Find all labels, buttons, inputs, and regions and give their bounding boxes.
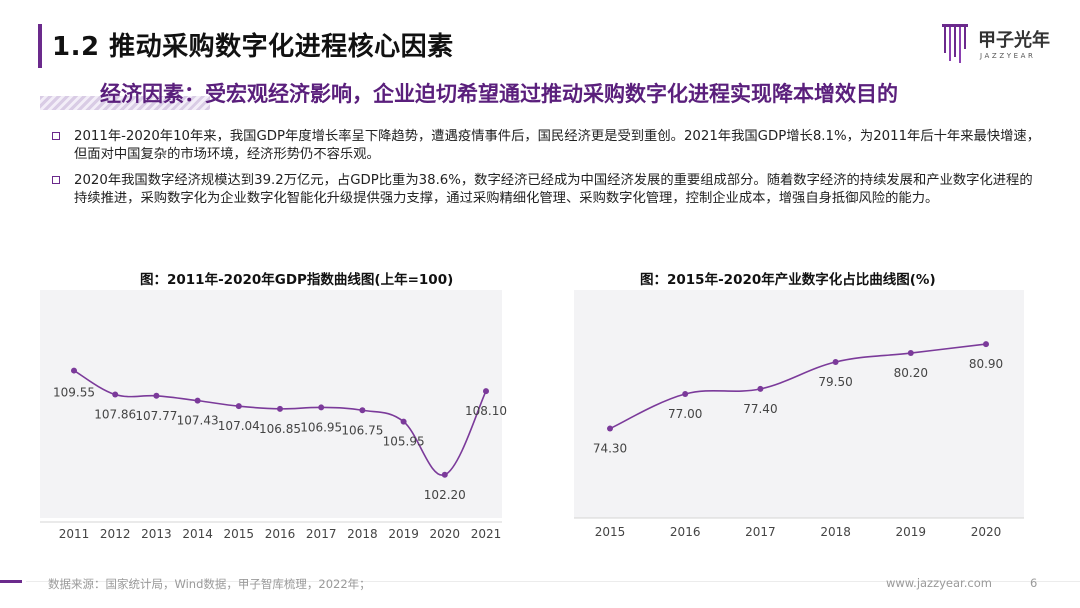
data-label: 109.55	[53, 386, 95, 400]
x-tick-label: 2011	[59, 527, 90, 541]
gdp-chart-panel: 109.55 2011 107.86 2012 107.77 2013 107.43 2014…	[40, 290, 507, 541]
gdp-chart-title: 图：2011年-2020年GDP指数曲线图(上年=100)	[140, 272, 454, 288]
x-tick-label: 2014	[182, 527, 213, 541]
footer-divider	[26, 581, 1080, 582]
data-label: 108.10	[465, 404, 507, 418]
title-accent-bar	[38, 24, 42, 68]
bullet-list: 2011年-2020年10年来，我国GDP年度增长率呈下降趋势，遭遇疫情事件后，…	[50, 128, 1040, 216]
x-tick-label: 2017	[306, 527, 337, 541]
x-tick-label: 2015	[224, 527, 255, 541]
gdp-chart: 109.55 2011 107.86 2012 107.77 2013 107.43 2014…	[40, 367, 507, 541]
subtitle-decoration	[40, 96, 210, 110]
data-label: 106.85	[259, 422, 301, 436]
x-tick-label: 2019	[388, 527, 419, 541]
series-line	[73, 369, 487, 476]
x-tick-label: 2016	[670, 525, 701, 539]
x-tick-label: 2019	[896, 525, 927, 539]
data-label: 102.20	[424, 488, 466, 502]
data-label: 80.90	[969, 357, 1003, 371]
data-point	[400, 418, 407, 425]
data-point	[757, 385, 764, 392]
digital-chart: 74.30 2015 77.00 2016 77.40 2017 79.50 2018 80.2…	[574, 341, 1024, 539]
data-label: 79.50	[818, 375, 852, 389]
x-tick-label: 2017	[745, 525, 776, 539]
brand-logo: 甲子光年 JAZZYEAR	[942, 22, 1052, 66]
data-label: 106.95	[300, 420, 342, 434]
website-link[interactable]: www.jazzyear.com	[886, 576, 992, 590]
data-point	[832, 359, 839, 365]
data-label: 74.30	[593, 442, 627, 456]
logo-english-name: JAZZYEAR	[980, 52, 1036, 60]
data-label: 107.04	[218, 419, 260, 433]
data-point	[441, 471, 448, 478]
x-tick-label: 2012	[100, 527, 131, 541]
data-point	[112, 391, 119, 398]
bullet-text: 2020年我国数字经济规模达到39.2万亿元，占GDP比重为38.6%，数字经济…	[74, 173, 1033, 206]
data-label: 106.75	[341, 423, 383, 437]
page-number: 6	[1030, 576, 1038, 590]
page-title: 1.2 推动采购数字化进程核心因素	[52, 32, 454, 62]
bullet-square-icon	[52, 176, 60, 184]
section-subtitle: 经济因素：受宏观经济影响，企业迫切希望通过推动采购数字化进程实现降本增效目的	[100, 82, 898, 106]
data-point	[983, 341, 989, 348]
data-label: 105.95	[383, 435, 425, 449]
data-label: 77.00	[668, 407, 702, 421]
logo-chinese-name: 甲子光年	[978, 30, 1050, 51]
bullet-square-icon	[52, 132, 60, 140]
data-point	[194, 397, 201, 404]
data-label: 107.77	[135, 409, 177, 423]
data-point	[483, 388, 489, 395]
x-tick-label: 2015	[595, 525, 626, 539]
digital-chart-panel: 74.30 2015 77.00 2016 77.40 2017 79.50 2018 80.2…	[574, 290, 1024, 539]
digital-chart-title: 图：2015年-2020年产业数字化占比曲线图(%)	[640, 272, 936, 288]
x-tick-label: 2020	[971, 525, 1002, 539]
data-point	[682, 391, 689, 397]
data-label: 107.43	[177, 414, 219, 428]
data-point	[153, 392, 160, 399]
data-point	[359, 407, 366, 414]
data-point	[607, 425, 613, 432]
footer-accent	[0, 580, 22, 583]
data-point	[235, 403, 242, 410]
data-label: 107.86	[94, 408, 136, 422]
data-point	[277, 405, 283, 412]
x-tick-label: 2018	[347, 527, 378, 541]
x-tick-label: 2018	[820, 525, 851, 539]
data-label: 80.20	[894, 366, 928, 380]
data-point	[71, 367, 77, 374]
data-source: 数据来源：国家统计局，Wind数据，甲子智库梳理，2022年；	[48, 577, 371, 591]
bullet-text: 2011年-2020年10年来，我国GDP年度增长率呈下降趋势，遭遇疫情事件后，…	[74, 129, 1041, 162]
data-label: 77.40	[743, 402, 777, 416]
x-tick-label: 2020	[430, 527, 461, 541]
logo-mark-icon	[942, 24, 968, 63]
bullet-item: 2011年-2020年10年来，我国GDP年度增长率呈下降趋势，遭遇疫情事件后，…	[50, 128, 1040, 164]
x-tick-label: 2013	[141, 527, 172, 541]
x-tick-label: 2016	[265, 527, 296, 541]
data-point	[318, 404, 325, 411]
x-tick-label: 2021	[471, 527, 502, 541]
bullet-item: 2020年我国数字经济规模达到39.2万亿元，占GDP比重为38.6%，数字经济…	[50, 172, 1040, 208]
data-point	[907, 350, 914, 357]
series-line	[609, 343, 987, 430]
